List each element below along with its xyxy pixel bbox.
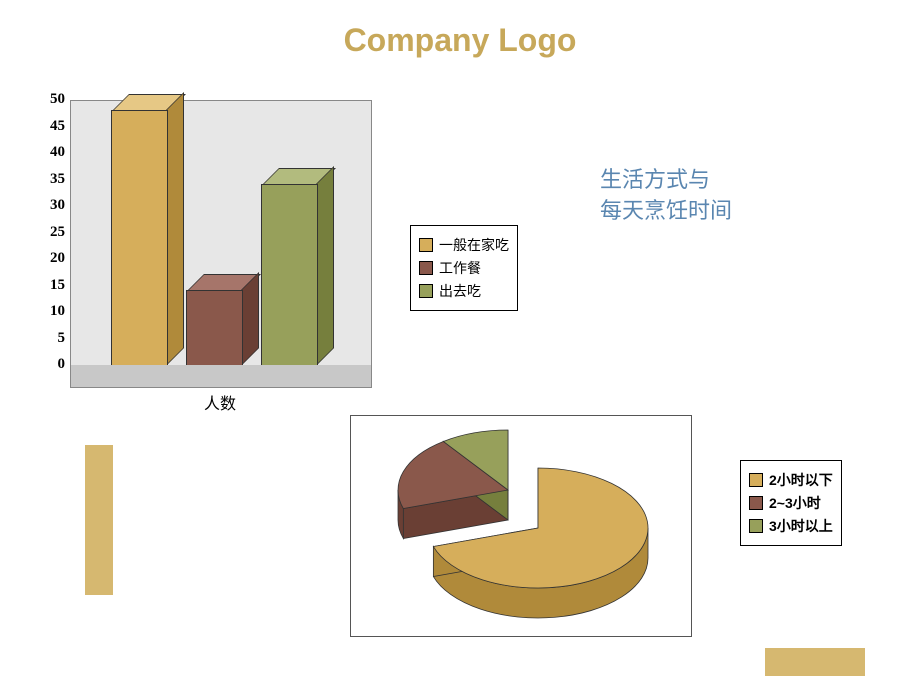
bar-2-side [316, 166, 334, 366]
bar-legend-swatch-1 [419, 261, 433, 275]
subtitle-line-2: 每天烹饪时间 [600, 196, 732, 227]
pie-legend-swatch-0 [749, 473, 763, 487]
pie-legend-swatch-1 [749, 496, 763, 510]
bar-plot-floor [70, 365, 372, 388]
bar-1-front [186, 290, 243, 366]
pie-svg [351, 416, 691, 636]
bar-0-side [166, 92, 184, 366]
bar-legend-label-0: 一般在家吃 [439, 235, 509, 255]
bar-2 [261, 186, 316, 366]
subtitle: 生活方式与 每天烹饪时间 [600, 165, 732, 227]
bar-2-front [261, 184, 318, 366]
bar-legend-item-2: 出去吃 [419, 281, 509, 301]
y-tick-0: 0 [20, 356, 65, 373]
y-tick-35: 35 [20, 171, 65, 188]
pie-legend-label-1: 2~3小时 [769, 493, 821, 513]
bar-1 [186, 292, 241, 366]
decor-bar-left [85, 445, 113, 595]
pie-chart-legend: 2小时以下 2~3小时 3小时以上 [740, 460, 842, 546]
pie-legend-swatch-2 [749, 519, 763, 533]
y-tick-5: 5 [20, 330, 65, 347]
pie-legend-item-0: 2小时以下 [749, 470, 833, 490]
y-tick-50: 50 [20, 91, 65, 108]
pie-chart [350, 415, 692, 637]
bar-legend-label-2: 出去吃 [439, 281, 481, 301]
x-axis-label: 人数 [70, 390, 370, 414]
y-tick-25: 25 [20, 224, 65, 241]
pie-legend-label-2: 3小时以上 [769, 516, 833, 536]
y-tick-40: 40 [20, 144, 65, 161]
y-tick-20: 20 [20, 250, 65, 267]
bar-legend-swatch-2 [419, 284, 433, 298]
bar-legend-item-1: 工作餐 [419, 258, 509, 278]
decor-bar-right [765, 648, 865, 676]
bar-plot-background [70, 100, 372, 367]
bar-1-side [241, 272, 259, 366]
bar-legend-item-0: 一般在家吃 [419, 235, 509, 255]
y-tick-45: 45 [20, 118, 65, 135]
pie-legend-item-1: 2~3小时 [749, 493, 833, 513]
bar-chart: 05101520253035404550 人数 [20, 90, 400, 410]
pie-legend-label-0: 2小时以下 [769, 470, 833, 490]
subtitle-line-1: 生活方式与 [600, 165, 732, 196]
bar-0-front [111, 110, 168, 366]
y-tick-30: 30 [20, 197, 65, 214]
bar-0 [111, 112, 166, 366]
bar-legend-label-1: 工作餐 [439, 258, 481, 278]
bar-chart-legend: 一般在家吃工作餐出去吃 [410, 225, 518, 311]
pie-legend-item-2: 3小时以上 [749, 516, 833, 536]
bar-legend-swatch-0 [419, 238, 433, 252]
y-tick-15: 15 [20, 277, 65, 294]
page-title: Company Logo [0, 22, 920, 59]
y-tick-10: 10 [20, 303, 65, 320]
